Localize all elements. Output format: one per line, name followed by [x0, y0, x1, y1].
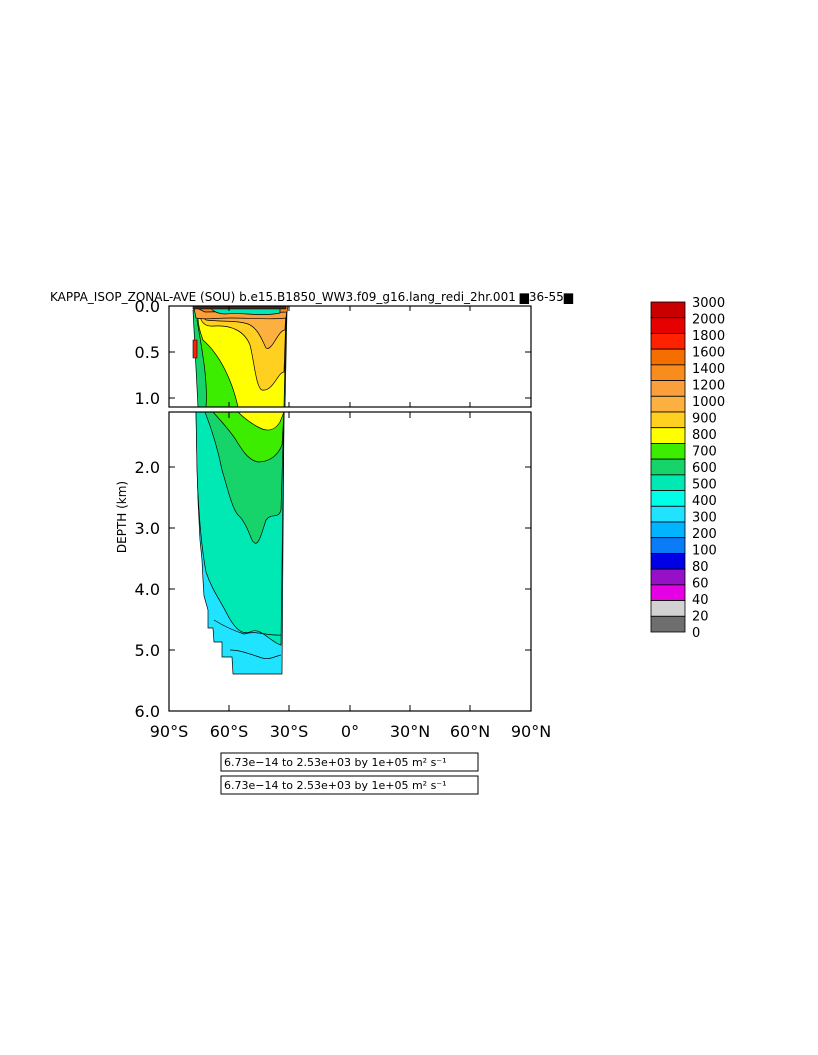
- colorbar-swatch: [650, 537, 686, 554]
- region-upper-dark: [192, 306, 287, 310]
- colorbar-label: 0: [692, 626, 700, 641]
- y-tick-0.0: 0.0: [135, 297, 160, 316]
- colorbar-label: 1600: [692, 346, 725, 361]
- colorbar-label: 100: [692, 544, 717, 559]
- colorbar-label: 3000: [692, 296, 725, 311]
- info-box-2: 6.73e−14 to 2.53e+03 by 1e+05 m² s⁻¹: [224, 779, 447, 792]
- colorbar-swatch: [650, 584, 686, 601]
- colorbar-label: 800: [692, 428, 717, 443]
- colorbar-label: 20: [692, 610, 709, 625]
- chart-title: KAPPA_ISOP_ZONAL-AVE (SOU) b.e15.B1850_W…: [50, 290, 574, 304]
- upper-axis-ticks: [169, 351, 531, 399]
- colorbar-swatch: [650, 427, 686, 444]
- colorbar-label: 400: [692, 494, 717, 509]
- y-tick-2.0: 2.0: [135, 458, 160, 477]
- colorbar-label: 600: [692, 461, 717, 476]
- colorbar-swatch: [650, 615, 686, 633]
- y-tick-4.0: 4.0: [135, 580, 160, 599]
- colorbar-swatch: [650, 600, 686, 617]
- x-tick-60N: 60°N: [450, 722, 490, 741]
- x-tick-90S: 90°S: [150, 722, 189, 741]
- colorbar-label: 200: [692, 527, 717, 542]
- colorbar-swatch: [650, 364, 686, 381]
- colorbar-label: 500: [692, 478, 717, 493]
- colorbar-swatch: [650, 521, 686, 539]
- y-tick-3.0: 3.0: [135, 519, 160, 538]
- colorbar-label: 1000: [692, 395, 725, 410]
- y-tick-0.5: 0.5: [135, 343, 160, 362]
- y-axis-label: DEPTH (km): [115, 481, 129, 553]
- colorbar-label: 60: [692, 577, 709, 592]
- colorbar-label: 1200: [692, 379, 725, 394]
- colorbar-label: 1800: [692, 329, 725, 344]
- y-tick-6.0: 6.0: [135, 702, 160, 721]
- colorbar-swatch: [650, 348, 686, 366]
- colorbar-swatch: [650, 301, 686, 319]
- region-upper-1000: [195, 311, 287, 349]
- info-box-2-frame: [220, 775, 479, 795]
- colorbar-label: 700: [692, 445, 717, 460]
- region-upper-left-edge: [192, 339, 198, 359]
- colorbar-swatch: [650, 395, 686, 413]
- colorbar-label: 300: [692, 511, 717, 526]
- x-tick-60S: 60°S: [210, 722, 249, 741]
- region-lower-800: [237, 412, 285, 431]
- contour-lower-deep-1: [229, 649, 282, 659]
- colorbar-swatch: [650, 474, 686, 491]
- x-tick-0: 0°: [341, 722, 359, 741]
- colorbar-label: 80: [692, 560, 709, 575]
- colorbar-swatch: [650, 490, 686, 507]
- colorbar-label: 1400: [692, 362, 725, 377]
- colorbar-swatch: [650, 505, 686, 523]
- colorbar-label: 2000: [692, 313, 725, 328]
- colorbar: 3000200018001600140012001000900800700600…: [650, 296, 725, 641]
- lower-axis-ticks: [169, 306, 531, 711]
- upper-panel-contours: [192, 306, 289, 407]
- contour-lower-deep-2: [213, 619, 282, 636]
- colorbar-swatch: [650, 568, 686, 586]
- colorbar-swatch: [650, 443, 686, 460]
- colorbar-swatch: [650, 458, 686, 476]
- colorbar-swatch: [650, 553, 686, 570]
- x-tick-30N: 30°N: [390, 722, 430, 741]
- colorbar-swatch: [650, 333, 686, 350]
- x-tick-30S: 30°S: [270, 722, 309, 741]
- x-tick-90N: 90°N: [511, 722, 551, 741]
- y-tick-5.0: 5.0: [135, 641, 160, 660]
- info-box-1-frame: [220, 752, 479, 772]
- lower-panel-contours: [195, 412, 285, 675]
- colorbar-swatch: [650, 380, 686, 397]
- colorbar-label: 900: [692, 412, 717, 427]
- y-tick-1.0: 1.0: [135, 389, 160, 408]
- colorbar-swatch: [650, 411, 686, 429]
- colorbar-label: 40: [692, 593, 709, 608]
- colorbar-swatch: [650, 317, 686, 334]
- info-box-1: 6.73e−14 to 2.53e+03 by 1e+05 m² s⁻¹: [224, 756, 447, 769]
